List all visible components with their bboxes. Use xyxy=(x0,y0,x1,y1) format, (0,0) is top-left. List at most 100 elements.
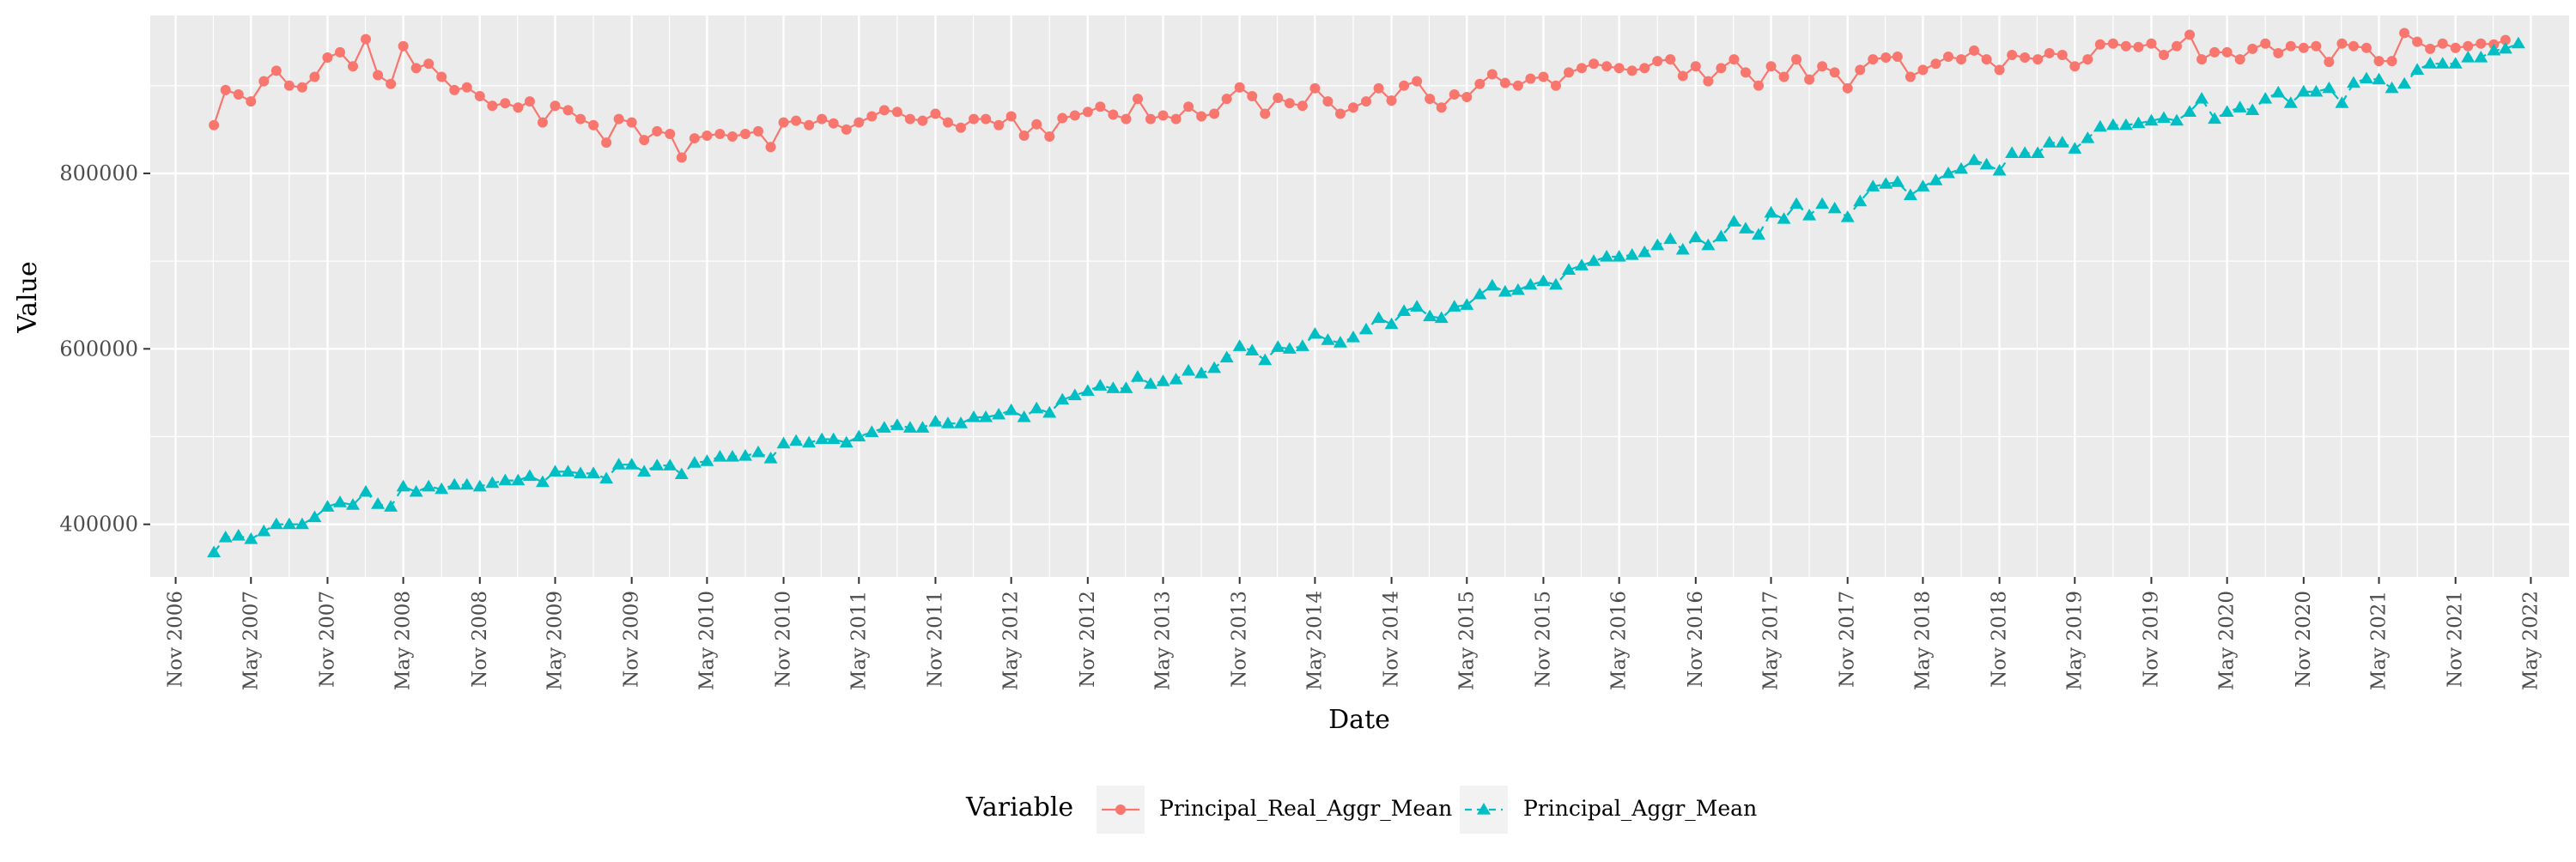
data-point xyxy=(1562,263,1577,275)
data-point xyxy=(891,106,902,118)
data-point xyxy=(1994,64,2005,76)
x-tick-label: May 2015 xyxy=(1455,591,1478,690)
data-point xyxy=(1751,228,1765,240)
data-point xyxy=(1663,232,1678,245)
data-point xyxy=(1842,82,1853,94)
data-point xyxy=(1333,336,1347,348)
data-point xyxy=(422,479,436,492)
data-point xyxy=(1434,311,1449,324)
x-tick-label: Nov 2013 xyxy=(1229,591,1251,688)
data-point xyxy=(1601,61,1613,72)
data-point xyxy=(1880,52,1892,64)
data-point xyxy=(588,119,599,131)
data-point xyxy=(1410,300,1425,312)
data-point xyxy=(713,450,727,462)
series-Principal_Aggr_Mean xyxy=(207,36,2525,557)
data-point xyxy=(2425,43,2436,54)
x-tick-label: May 2009 xyxy=(544,591,567,690)
data-point xyxy=(1004,403,1018,416)
data-point xyxy=(1130,370,1145,382)
data-point xyxy=(854,117,865,128)
data-point xyxy=(548,464,562,477)
x-tick-label: Nov 2018 xyxy=(1989,591,2011,688)
data-point xyxy=(789,434,804,446)
data-point xyxy=(2209,46,2221,58)
data-point xyxy=(1639,63,1650,74)
data-point xyxy=(2118,118,2133,131)
data-point xyxy=(2208,112,2222,124)
x-tick-label: May 2021 xyxy=(2368,591,2391,690)
data-point xyxy=(207,545,222,557)
y-tick-label: 600000 xyxy=(59,337,138,361)
data-point xyxy=(2220,105,2234,118)
data-point xyxy=(2195,92,2209,104)
data-point xyxy=(320,500,335,512)
data-point xyxy=(702,130,713,141)
data-point xyxy=(2336,38,2348,49)
data-point xyxy=(1447,300,1461,312)
data-point xyxy=(1665,54,1676,65)
data-point xyxy=(307,510,322,523)
data-point xyxy=(2020,52,2031,64)
data-point xyxy=(2170,113,2184,126)
x-tick-label: Nov 2011 xyxy=(924,591,946,688)
data-point xyxy=(776,436,791,449)
x-tick-label: May 2012 xyxy=(1000,591,1023,690)
data-point xyxy=(2296,84,2311,97)
data-point xyxy=(2461,51,2476,63)
data-point xyxy=(1791,54,1802,65)
data-point xyxy=(2448,57,2463,69)
data-point xyxy=(828,118,839,129)
data-point xyxy=(1308,326,1322,339)
data-point xyxy=(574,466,588,479)
data-point xyxy=(1703,76,1714,87)
data-point xyxy=(2044,47,2055,58)
x-tick-label: May 2018 xyxy=(1911,591,1934,690)
data-point xyxy=(1613,63,1625,74)
data-point xyxy=(1425,94,1436,105)
data-point xyxy=(2093,119,2107,132)
data-point xyxy=(1449,88,1460,100)
x-tick-label: May 2014 xyxy=(1303,591,1326,690)
data-point xyxy=(1412,76,1423,87)
data-point xyxy=(817,113,828,124)
data-point xyxy=(487,100,498,112)
data-point xyxy=(1115,804,1126,815)
data-point xyxy=(346,498,361,510)
data-point xyxy=(2081,131,2095,143)
plot-panel xyxy=(150,15,2569,577)
legend: Variable Principal_Real_Aggr_Mean Princip… xyxy=(965,786,1757,834)
legend-title: Variable xyxy=(965,792,1073,823)
data-point xyxy=(2107,38,2118,49)
data-point xyxy=(1564,67,1575,78)
data-point xyxy=(2183,105,2197,118)
data-point xyxy=(1804,74,1815,85)
data-point xyxy=(449,84,460,95)
data-point xyxy=(650,458,665,470)
axes: Nov 2006 May 2007 Nov 2007 May 2008 Nov 2008… xyxy=(59,161,2542,690)
data-point xyxy=(2184,29,2196,40)
data-point xyxy=(1510,282,1525,295)
data-point xyxy=(1868,54,1879,65)
x-tick-label: Nov 2008 xyxy=(469,591,491,688)
data-point xyxy=(1979,157,1994,170)
data-point xyxy=(1485,278,1499,291)
data-point xyxy=(1778,71,1789,82)
x-tick-label: Nov 2017 xyxy=(1837,591,1859,688)
data-point xyxy=(2283,96,2298,108)
data-point xyxy=(2032,54,2044,65)
data-point xyxy=(1789,197,1804,209)
data-point xyxy=(1727,215,1741,227)
data-point xyxy=(1157,110,1169,121)
data-point xyxy=(1232,339,1247,351)
data-point xyxy=(1473,287,1487,300)
data-point xyxy=(1612,250,1626,262)
data-point xyxy=(1523,277,1538,290)
data-point xyxy=(246,96,257,107)
data-point xyxy=(2131,116,2146,129)
data-point xyxy=(802,435,817,448)
data-point xyxy=(561,464,575,477)
data-point xyxy=(1550,80,1561,91)
data-point xyxy=(763,452,778,464)
data-point xyxy=(1143,377,1157,389)
